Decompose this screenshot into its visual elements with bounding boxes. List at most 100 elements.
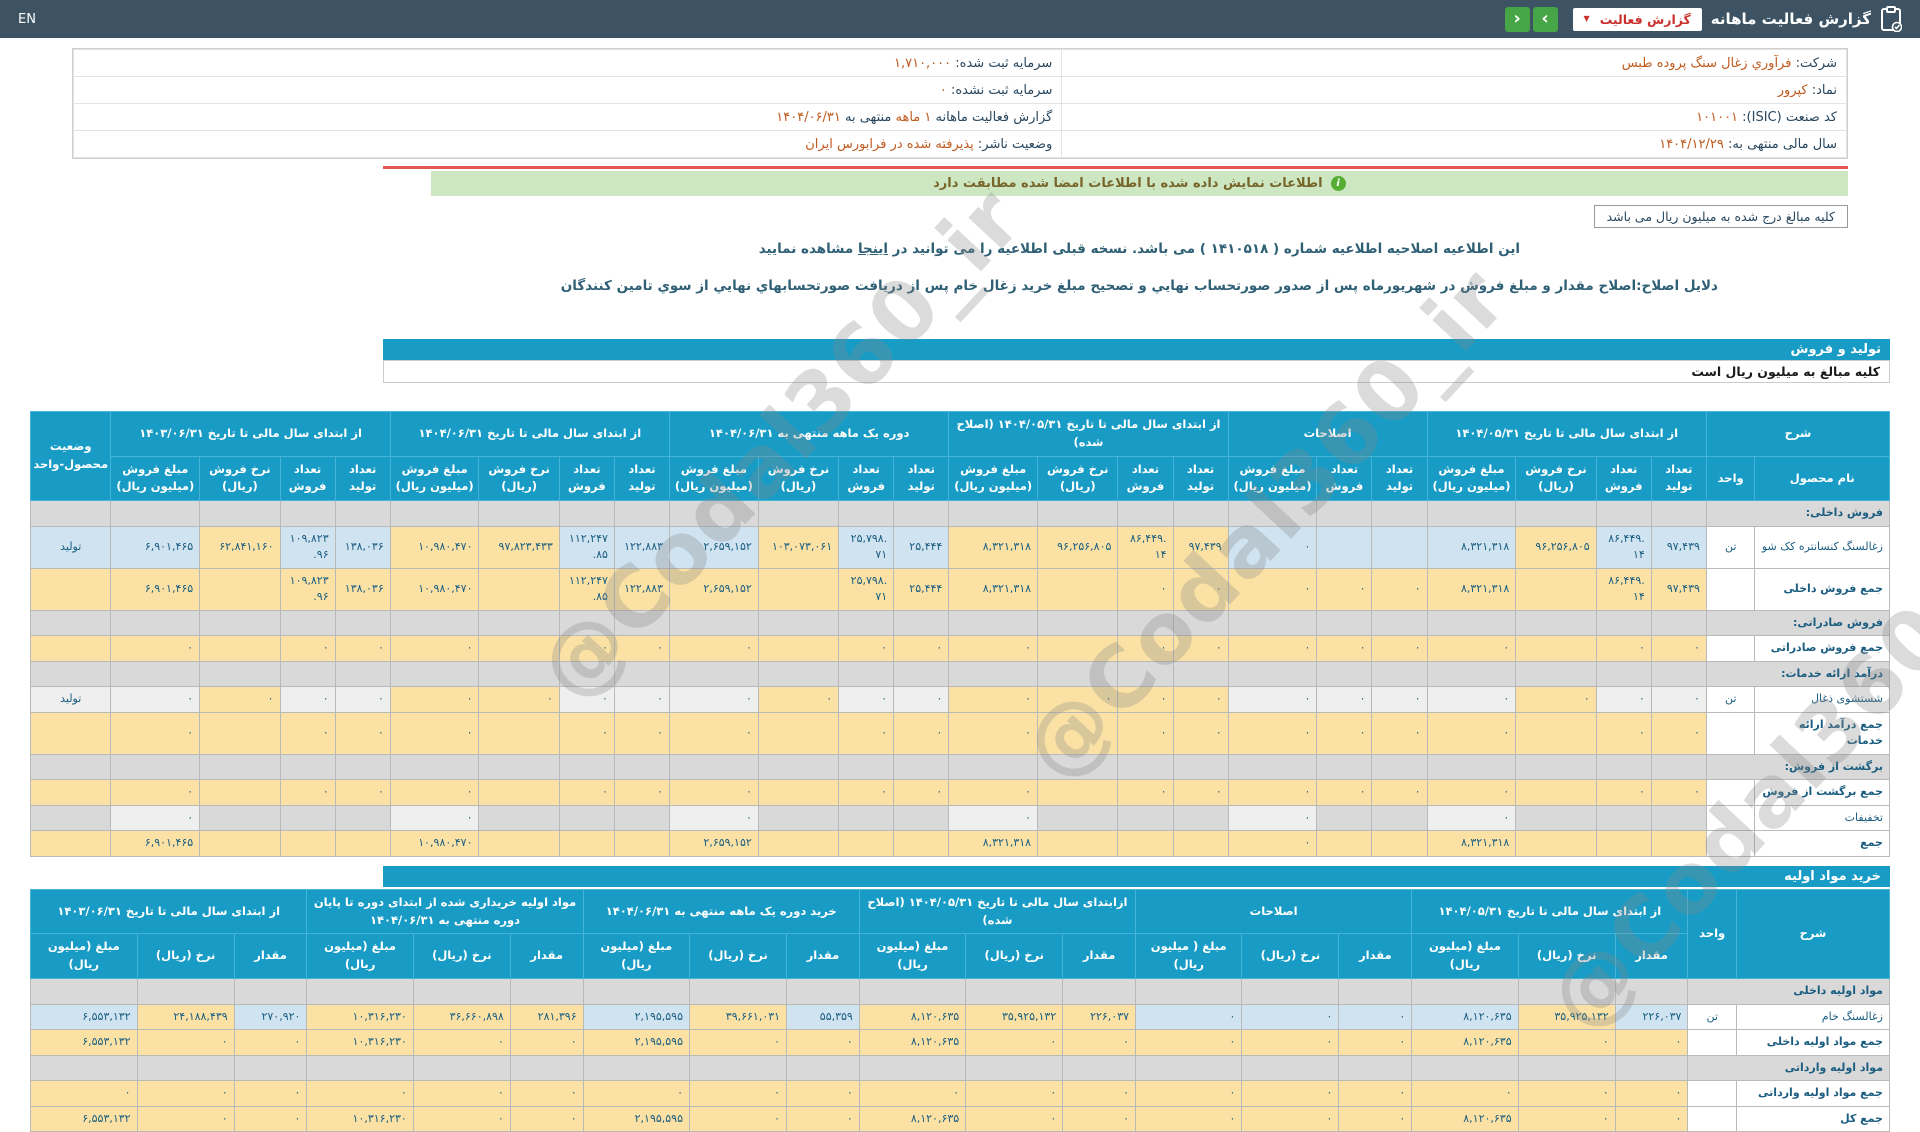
- value-cell: ۰: [1063, 1106, 1136, 1132]
- empty-cell: [1118, 754, 1173, 780]
- value-cell: [200, 568, 280, 610]
- empty-cell: [1615, 1055, 1688, 1081]
- info-value: فرآوري زغال سنگ پروده طبس: [1622, 56, 1792, 71]
- column-header: نرخ فروش (ریال): [200, 456, 280, 501]
- section-row: فروش صادراتی:: [31, 610, 1890, 636]
- language-switch-en[interactable]: EN: [18, 12, 36, 27]
- value-cell: ۸,۱۲۰,۶۳۵: [1412, 1030, 1518, 1056]
- value-cell: ۰: [510, 1030, 583, 1056]
- value-cell: [1118, 805, 1173, 831]
- row-label: زغالسنگ خام: [1736, 1004, 1889, 1030]
- value-cell: [758, 805, 838, 831]
- empty-cell: [1063, 979, 1136, 1005]
- value-cell: [1317, 805, 1372, 831]
- previous-version-link[interactable]: اینجا: [858, 241, 888, 257]
- column-header: تعداد فروش: [839, 456, 894, 501]
- value-cell: ۳۵,۹۲۵,۱۳۲: [1518, 1004, 1615, 1030]
- value-cell: ۰: [670, 805, 759, 831]
- value-cell: ۰: [31, 1081, 138, 1107]
- empty-cell: [1615, 979, 1688, 1005]
- section-row: مواد اولیه وارداتی: [31, 1055, 1890, 1081]
- value-cell: ۰: [1615, 1081, 1688, 1107]
- value-cell: ۰: [1228, 805, 1317, 831]
- value-cell: ۰: [390, 805, 479, 831]
- section-label: مواد اولیه وارداتی: [1688, 1055, 1890, 1081]
- value-cell: ۰: [1372, 712, 1427, 754]
- value-cell: ۰: [859, 1081, 965, 1107]
- announcement-area: i اطلاعات نمایش داده شده با اطلاعات امضا…: [72, 166, 1848, 294]
- empty-cell: [670, 610, 759, 636]
- value-cell: ۲۲۶,۰۳۷: [1063, 1004, 1136, 1030]
- value-cell: ۰: [1339, 1030, 1412, 1056]
- value-cell: ۰: [839, 780, 894, 806]
- info-value: کپرور: [1778, 83, 1808, 98]
- signature-match-text: اطلاعات نمایش داده شده با اطلاعات امضا ش…: [933, 176, 1323, 191]
- column-group-header: از ابتدای سال مالی تا تاریخ ۱۴۰۴/۰۵/۳۱: [1427, 412, 1706, 457]
- empty-cell: [1516, 501, 1596, 527]
- value-cell: [1372, 526, 1427, 568]
- unit-cell: [1688, 1106, 1737, 1132]
- empty-cell: [510, 979, 583, 1005]
- empty-cell: [307, 979, 413, 1005]
- value-cell: ۰: [335, 636, 390, 662]
- next-report-button[interactable]: ›: [1533, 7, 1558, 32]
- value-cell: ۱۱۲,۲۴۷.۸۵: [559, 526, 614, 568]
- empty-cell: [200, 754, 280, 780]
- column-header: نرخ فروش (ریال): [1516, 456, 1596, 501]
- value-cell: ۰: [758, 687, 838, 713]
- value-cell: [1516, 805, 1596, 831]
- value-cell: ۰: [559, 687, 614, 713]
- empty-cell: [335, 661, 390, 687]
- value-cell: ۰: [1242, 1004, 1339, 1030]
- column-header: نرخ فروش (ریال): [1038, 456, 1118, 501]
- empty-cell: [559, 610, 614, 636]
- value-cell: ۰: [1372, 568, 1427, 610]
- info-label: منتهی به: [841, 110, 896, 125]
- value-cell: ۶,۹۰۱,۴۶۵: [111, 831, 200, 857]
- unit-cell: [1706, 568, 1755, 610]
- value-cell: [200, 636, 280, 662]
- value-cell: ۰: [137, 1106, 234, 1132]
- company-info-row: نماد: کپرورسرمایه ثبت نشده: ۰: [74, 77, 1847, 104]
- section-row: مواد اولیه داخلی: [31, 979, 1890, 1005]
- empty-cell: [1596, 754, 1651, 780]
- value-cell: ۰: [413, 1106, 510, 1132]
- value-cell: ۰: [1427, 687, 1516, 713]
- raw-material-purchase-table: شرحواحداز ابتدای سال مالی تا تاریخ ۱۴۰۴/…: [30, 889, 1890, 1132]
- empty-cell: [1518, 979, 1615, 1005]
- total-row: جمع درآمد ارائه خدمات۰۰۰۰۰۰۰۰۰۰۰۰۰۰۰۰۰۰: [31, 712, 1890, 754]
- empty-cell: [1427, 754, 1516, 780]
- value-cell: ۱۰,۹۸۰,۴۷۰: [390, 568, 479, 610]
- empty-cell: [758, 754, 838, 780]
- row-label: جمع کل: [1736, 1106, 1889, 1132]
- unit-cell: [1706, 780, 1755, 806]
- value-cell: ۰: [1228, 636, 1317, 662]
- value-cell: ۶,۵۵۳,۱۳۲: [31, 1004, 138, 1030]
- column-header: مبلغ فروش (میلیون ریال): [390, 456, 479, 501]
- empty-cell: [390, 501, 479, 527]
- status-cell: تولید: [31, 526, 111, 568]
- company-info-table-wrap: شرکت: فرآوري زغال سنگ پروده طبسسرمایه ثب…: [72, 48, 1848, 159]
- row-label: جمع فروش داخلی: [1755, 568, 1890, 610]
- value-cell: [614, 805, 669, 831]
- column-header: نرخ (ریال): [413, 934, 510, 979]
- info-value: ۰: [940, 83, 947, 98]
- total-row: جمع کل۰۰۸,۱۲۰,۶۳۵۰۰۰۰۰۸,۱۲۰,۶۳۵۰۰۲,۱۹۵,۵…: [31, 1106, 1890, 1132]
- total-row: جمع برگشت از فروش۰۰۰۰۰۰۰۰۰۰۰۰۰۰۰۰۰۰: [31, 780, 1890, 806]
- value-cell: ۸,۱۲۰,۶۳۵: [1412, 1004, 1518, 1030]
- value-cell: ۰: [559, 712, 614, 754]
- empty-cell: [1038, 754, 1118, 780]
- column-header: نرخ فروش (ریال): [479, 456, 559, 501]
- column-group-header: از ابتدای سال مالی تا تاریخ ۱۴۰۴/۰۶/۳۱: [390, 412, 669, 457]
- value-cell: ۰: [1615, 1106, 1688, 1132]
- empty-cell: [280, 754, 335, 780]
- company-info-table: شرکت: فرآوري زغال سنگ پروده طبسسرمایه ثب…: [73, 49, 1847, 158]
- column-group-header: ازابتدای سال مالی تا تاریخ ۱۴۰۴/۰۵/۳۱ (ا…: [859, 889, 1135, 934]
- column-header: مبلغ فروش (میلیون ریال): [111, 456, 200, 501]
- value-cell: ۸,۱۲۰,۶۳۵: [859, 1030, 965, 1056]
- value-cell: [1038, 805, 1118, 831]
- empty-cell: [1038, 610, 1118, 636]
- previous-report-button[interactable]: ‹: [1505, 7, 1530, 32]
- table-row: شستشوی ذغالتن۰۰۰۰۰۰۰۰۰۰۰۰۰۰۰۰۰۰۰۰۰۰۰تولی…: [31, 687, 1890, 713]
- report-type-dropdown[interactable]: گزارش فعالیت ▼: [1573, 8, 1702, 31]
